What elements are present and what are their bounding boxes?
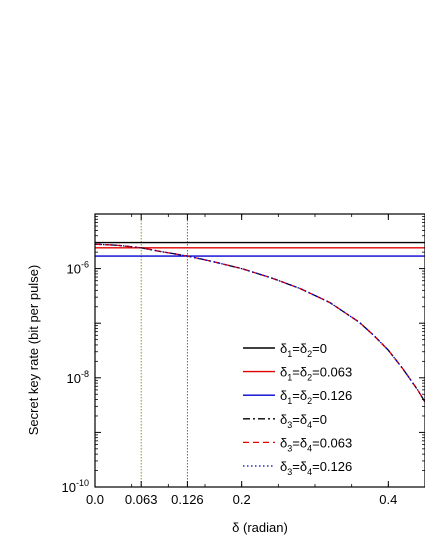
x-tick-label: 0.063 — [125, 492, 158, 507]
legend-label-1: δ1=δ2=0.063 — [280, 365, 352, 383]
y-tick-label: 10-8 — [67, 369, 89, 386]
legend-label-5: δ3=δ4=0.126 — [280, 459, 352, 477]
legend-label-0: δ1=δ2=0 — [280, 341, 327, 359]
series-lines — [94, 241, 425, 403]
y-tick-label: 10-10 — [62, 478, 89, 495]
legend-label-3: δ3=δ4=0 — [280, 412, 327, 430]
x-tick-label: 0.0 — [86, 492, 104, 507]
x-tick-label: 0.4 — [379, 492, 397, 507]
axes: 0.0 0.063 0.126 0.2 0.4 10-10 10-8 10-6 — [62, 213, 425, 507]
x-tick-label: 0.126 — [171, 492, 204, 507]
y-tick-label: 10-6 — [67, 260, 89, 277]
y-axis-label: Secret key rate (bit per pulse) — [26, 265, 41, 436]
legend-label-4: δ3=δ4=0.063 — [280, 435, 352, 453]
x-tick-label: 0.2 — [233, 492, 251, 507]
vertical-markers — [140, 214, 188, 487]
x-axis-label: δ (radian) — [232, 520, 288, 535]
series-line-3 — [94, 243, 425, 403]
plot-frame — [94, 213, 425, 488]
legend: δ1=δ2=0 δ1=δ2=0.063 δ1=δ2=0.126 δ3=δ4=0 δ3=δ… — [243, 341, 352, 477]
series-line-5 — [94, 243, 425, 403]
series-line-4 — [94, 243, 425, 403]
legend-label-2: δ1=δ2=0.126 — [280, 388, 352, 406]
